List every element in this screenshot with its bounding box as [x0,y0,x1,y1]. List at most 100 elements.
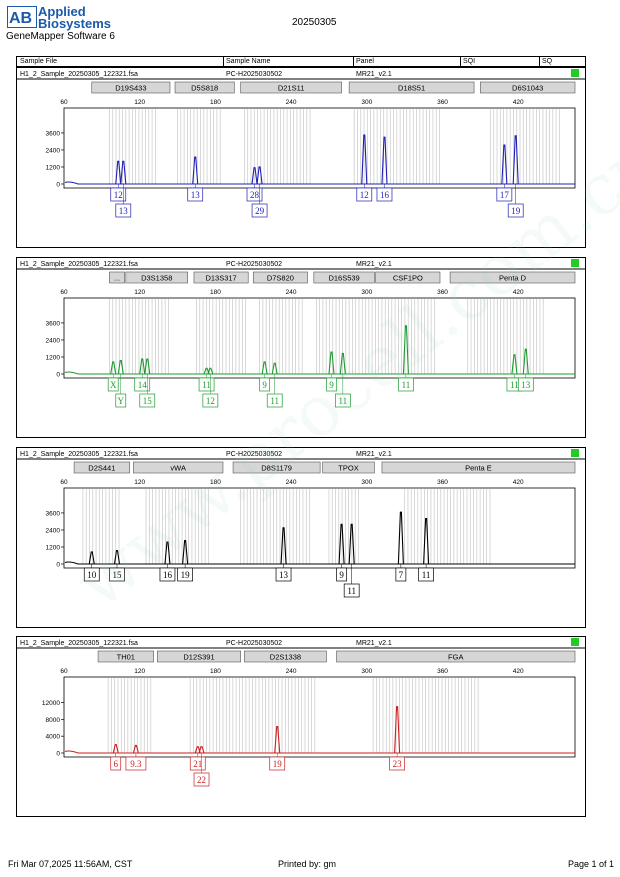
locus-bar [375,271,441,284]
locus-bar [480,81,576,94]
baseline-trace [64,561,575,565]
locus-bar [348,81,475,94]
col-sq: SQ [542,58,553,65]
locus-bar [252,271,308,284]
locus-bar [157,650,241,663]
locus-label: D2S1338 [270,653,301,662]
allele-label: 16 [163,570,173,580]
signal-peak [512,135,519,185]
software-name: GeneMapper Software 6 [6,31,115,42]
signal-peak [182,540,189,565]
allele-label: 6 [113,759,118,769]
green-dye-chart: H1_2_Sample_20250305_122321.fsa PC-H20250… [17,259,585,408]
locus-bar [174,81,235,94]
signal-peak [132,744,139,754]
allele-label: 23 [393,759,403,769]
y-tick-label: 0 [56,372,60,379]
allele-label-box [376,187,393,202]
locus-label: D12S391 [183,653,214,662]
allele-label-box [389,756,405,771]
signal-peak [115,160,122,185]
table-header-row: Sample File Sample Name Panel SQI SQ [16,56,586,67]
locus-label: CSF1PO [393,274,423,283]
allele-label: 28 [250,190,260,200]
x-tick-label: 180 [210,668,221,675]
page-number: Page 1 of 1 [568,859,615,869]
signal-peak [348,523,355,565]
signal-peak [328,351,335,375]
allele-label-box [395,567,407,582]
allele-label: 9 [329,380,334,390]
allele-label-box [115,393,127,408]
x-tick-label: 420 [513,479,524,486]
col-divider [539,57,540,66]
allele-label: 21 [193,759,202,769]
locus-label: D7S820 [267,274,294,283]
printed-timestamp: Fri Mar 07,2025 11:56AM, CST [8,859,133,869]
allele-label: 13 [279,570,289,580]
signal-peak [251,167,258,185]
allele-label-box [110,187,127,202]
signal-peak [338,523,345,565]
allele-label-box [336,567,347,582]
sample-file-name: H1_2_Sample_20250305_122321.fsa [20,451,138,458]
col-divider [223,57,224,66]
sq-status-indicator [571,259,579,267]
x-tick-label: 240 [286,668,297,675]
locus-label: FGA [448,653,463,662]
brand-line-1: Applied [38,4,86,19]
x-tick-label: 180 [210,479,221,486]
signal-peak [144,358,151,375]
electropherogram-panel-red: H1_2_Sample_20250305_122321.fsa PC-H20250… [16,636,586,817]
locus-label: TPOX [338,464,358,473]
locus-bar [232,461,321,474]
y-tick-label: 12000 [42,700,60,707]
signal-peak [164,541,171,565]
allele-label-box [177,567,193,582]
sample-file-name: H1_2_Sample_20250305_122321.fsa [20,640,138,647]
signal-peak [280,527,287,565]
locus-bar [240,81,342,94]
signal-peak [511,354,518,375]
x-tick-label: 300 [361,99,372,106]
sq-status-indicator [571,69,579,77]
signal-peak [339,352,346,375]
electropherogram-panel-green: H1_2_Sample_20250305_122321.fsa PC-H20250… [16,257,586,438]
y-tick-label: 2400 [46,147,61,154]
electropherogram-panel-black: H1_2_Sample_20250305_122321.fsa PC-H20250… [16,447,586,628]
allele-label: 17 [500,190,510,200]
allele-label: 14 [138,380,148,390]
x-tick-label: 240 [286,99,297,106]
allele-label-box [334,393,351,408]
signal-peak [113,549,121,565]
y-tick-label: 1200 [46,164,61,171]
locus-label: D18S51 [398,84,425,93]
y-tick-label: 2400 [46,337,61,344]
plot-frame [63,676,576,758]
x-tick-label: 180 [210,289,221,296]
signal-peak [120,160,127,185]
col-divider [460,57,461,66]
plot-frame [63,107,576,189]
allele-label-box [115,203,132,218]
x-tick-label: 120 [134,479,145,486]
col-panel: Panel [356,58,374,65]
allele-label-box [139,393,156,408]
allele-label: 13 [191,190,201,200]
sample-file-name: H1_2_Sample_20250305_122321.fsa [20,261,138,268]
allele-label-box [517,377,534,392]
signal-peak [256,166,263,185]
printed-by: Printed by: gm [278,859,337,869]
locus-label: D8S1179 [261,464,292,473]
allele-label-box [134,377,151,392]
locus-bar [125,271,188,284]
allele-label: 9.3 [130,759,142,769]
y-tick-label: 3600 [46,320,61,327]
allele-label-box [496,187,513,202]
allele-label: 22 [197,775,206,785]
signal-peak [423,518,430,565]
y-tick-label: 2400 [46,527,61,534]
locus-bar [91,81,171,94]
x-tick-label: 180 [210,99,221,106]
x-tick-label: 60 [60,668,68,675]
